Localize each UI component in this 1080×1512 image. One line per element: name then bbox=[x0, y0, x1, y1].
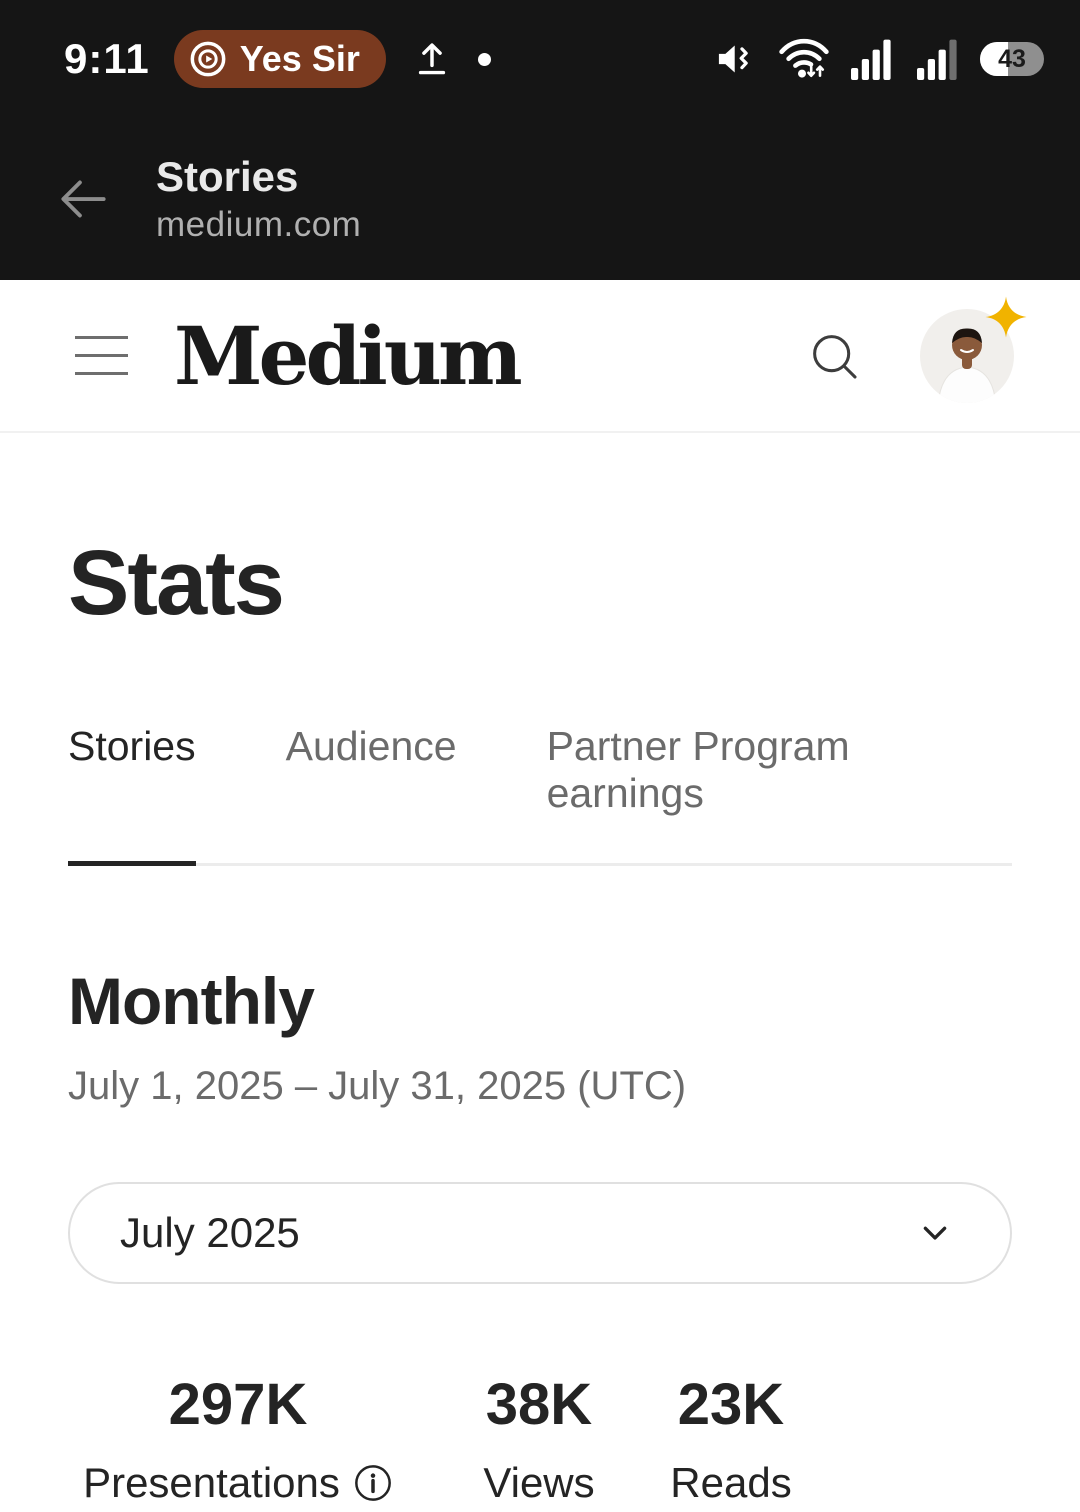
chevron-down-icon bbox=[923, 1226, 947, 1240]
dark-top-bars: 9:11 Yes Sir bbox=[0, 0, 1080, 280]
reads-value: 23K bbox=[677, 1372, 785, 1437]
active-tab-underline bbox=[68, 861, 196, 866]
clock: 9:11 bbox=[64, 35, 150, 82]
status-bar-left: 9:11 Yes Sir bbox=[64, 30, 491, 88]
media-notification-pill[interactable]: Yes Sir bbox=[173, 30, 386, 88]
page-title-block: Stories medium.com bbox=[156, 153, 362, 244]
views-value: 38K bbox=[485, 1372, 593, 1437]
presentations-info-button[interactable] bbox=[353, 1463, 393, 1503]
date-range: July 1, 2025 – July 31, 2025 (UTC) bbox=[68, 1064, 687, 1108]
browser-url: medium.com bbox=[156, 205, 362, 244]
cellular-signal-1-icon bbox=[851, 39, 891, 80]
notification-dot-icon bbox=[477, 52, 491, 66]
stats-tabs: Stories Audience Partner Program earning… bbox=[68, 723, 1012, 866]
play-circle-icon bbox=[190, 41, 226, 77]
battery-percent: 43 bbox=[998, 44, 1026, 73]
presentations-label-row: Presentations bbox=[68, 1462, 408, 1504]
hamburger-menu-icon[interactable] bbox=[75, 336, 128, 375]
tab-stories-label: Stories bbox=[68, 723, 196, 769]
back-arrow-icon[interactable] bbox=[52, 168, 114, 230]
upload-icon bbox=[418, 43, 445, 75]
reads-label: Reads bbox=[670, 1459, 792, 1506]
member-star-icon bbox=[985, 295, 1027, 338]
stat-reads: 23K Reads bbox=[670, 1376, 792, 1504]
medium-logo[interactable]: Medium bbox=[174, 308, 523, 403]
tab-audience[interactable]: Audience bbox=[286, 723, 457, 863]
stats-page-title: Stats bbox=[68, 532, 285, 634]
stat-presentations: 297K Presentations bbox=[68, 1376, 408, 1504]
wifi-icon bbox=[779, 38, 829, 78]
search-icon[interactable] bbox=[806, 328, 862, 384]
browser-page-title: Stories bbox=[156, 153, 299, 200]
battery-indicator: 43 bbox=[980, 42, 1044, 76]
media-notification-label: Yes Sir bbox=[239, 38, 360, 79]
site-header: Medium bbox=[0, 280, 1080, 433]
month-selector-dropdown[interactable]: July 2025 bbox=[68, 1182, 1012, 1284]
custom-tab-header: Stories medium.com bbox=[0, 118, 1080, 280]
mute-icon bbox=[718, 45, 748, 73]
monthly-heading: Monthly bbox=[68, 964, 315, 1038]
tab-partner-program-earnings[interactable]: Partner Program earnings bbox=[547, 723, 1012, 863]
kebab-menu-icon[interactable] bbox=[1026, 152, 1046, 246]
battery-fill-level bbox=[980, 42, 1008, 76]
tab-stories[interactable]: Stories bbox=[68, 723, 196, 866]
month-selector-value: July 2025 bbox=[120, 1209, 300, 1256]
status-bar: 9:11 Yes Sir bbox=[0, 0, 1080, 118]
stat-views: 38K Views bbox=[478, 1376, 600, 1504]
status-bar-right: 43 bbox=[714, 37, 1044, 81]
profile-avatar[interactable] bbox=[920, 295, 1027, 403]
summary-stats-row: 297K Presentations 38K Views bbox=[68, 1376, 1012, 1504]
avatar bbox=[920, 308, 1014, 403]
main-content: Stats Stories Audience Partner Program e… bbox=[0, 537, 1080, 1504]
tab-partner-program-earnings-label: Partner Program earnings bbox=[546, 723, 850, 816]
tab-audience-label: Audience bbox=[285, 723, 457, 769]
views-label: Views bbox=[483, 1459, 595, 1506]
presentations-value: 297K bbox=[168, 1372, 308, 1437]
presentations-label: Presentations bbox=[83, 1459, 340, 1506]
cellular-signal-2-icon bbox=[917, 39, 957, 80]
info-icon bbox=[354, 1465, 391, 1501]
